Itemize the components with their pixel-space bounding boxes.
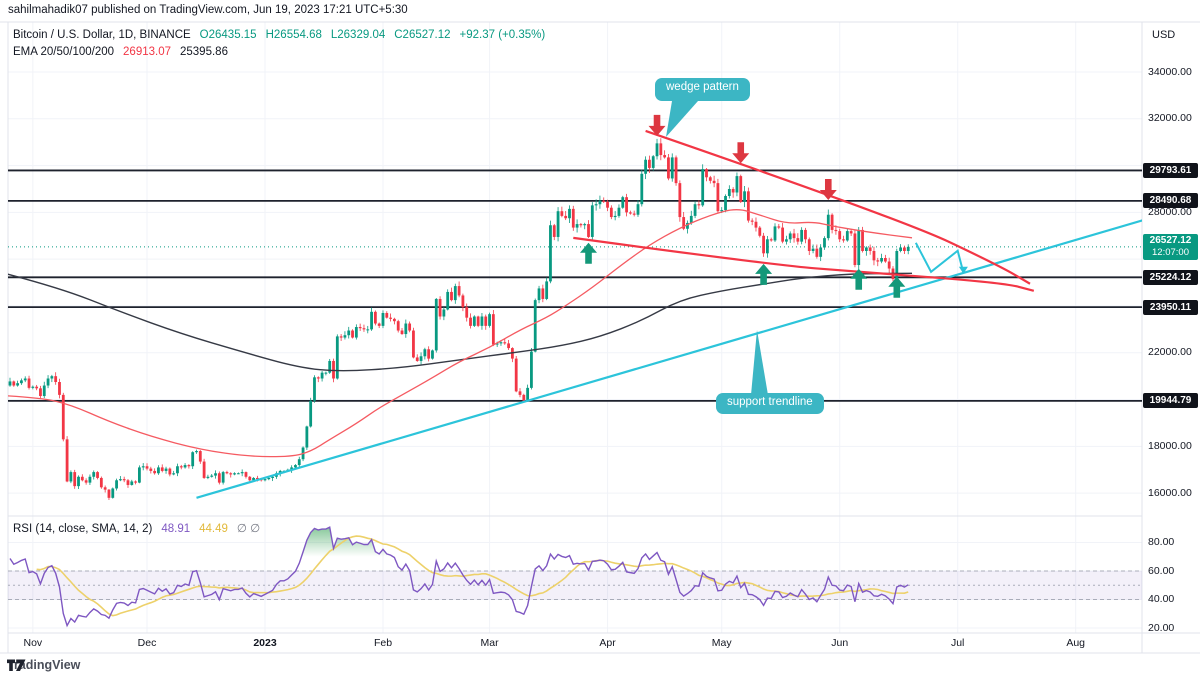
rsi-axis-tick[interactable]: 40.00	[1148, 593, 1175, 605]
symbol-title[interactable]: Bitcoin / U.S. Dollar, 1D, BINANCE	[13, 29, 191, 41]
signal-arrows	[580, 114, 906, 298]
rsi-label[interactable]: RSI (14, close, SMA, 14, 2)	[13, 523, 153, 535]
wedge-pattern-callout[interactable]: wedge pattern	[655, 78, 750, 101]
red-down-arrow[interactable]	[819, 178, 837, 200]
rsi-legend: RSI (14, close, SMA, 14, 2) 48.91 44.49 …	[13, 521, 260, 535]
rsi-axis-tick[interactable]: 80.00	[1148, 536, 1175, 548]
price-level-label: 23950.11	[1143, 299, 1198, 315]
price-axis-tick[interactable]: 22000.00	[1148, 346, 1192, 359]
price-axis-tick[interactable]: 32000.00	[1148, 112, 1192, 125]
tradingview-watermark[interactable]: TradingView	[7, 658, 80, 672]
candles	[8, 138, 910, 500]
wedge-lower-trendline	[573, 236, 1035, 292]
ema-legend: EMA 20/50/100/200 26913.07 25395.86	[13, 46, 228, 58]
time-axis-tick[interactable]: May	[711, 637, 732, 649]
ohlc-open: O26435.15	[199, 29, 257, 41]
time-axis-tick[interactable]: Aug	[1066, 637, 1086, 649]
rsi-line	[9, 526, 909, 628]
price-axis-tick[interactable]: 34000.00	[1148, 65, 1192, 78]
time-axis-tick[interactable]: Apr	[599, 637, 616, 649]
rsi-ma-value: 44.49	[199, 523, 228, 535]
wedge-upper-trendline	[645, 129, 1031, 285]
price-axis-currency: USD	[1152, 29, 1176, 41]
ohlc-high: H26554.68	[265, 29, 322, 41]
time-axis-tick[interactable]: Feb	[373, 637, 393, 649]
price-axis-tick[interactable]: 18000.00	[1148, 439, 1192, 452]
ema-value-black: 25395.86	[180, 46, 228, 58]
ema-50-line	[8, 209, 913, 458]
ema-200-line	[8, 272, 913, 372]
callout-tail	[666, 101, 698, 137]
support-trendline-callout[interactable]: support trendline	[716, 393, 824, 414]
red-down-arrow[interactable]	[648, 114, 666, 136]
horizontal-level-lines	[8, 169, 1142, 402]
time-axis-tick[interactable]: Jun	[831, 637, 849, 649]
price-level-label: 25224.12	[1143, 269, 1198, 285]
projection-zigzag-arrow	[914, 242, 965, 274]
ema-value-red: 26913.07	[123, 46, 171, 58]
price-axis-tick[interactable]: 28000.00	[1148, 205, 1192, 218]
tradingview-logo-icon	[7, 659, 26, 671]
callout-tail	[751, 330, 768, 395]
green-up-arrow[interactable]	[580, 242, 598, 264]
price-axis-tick[interactable]: 16000.00	[1148, 486, 1192, 499]
ohlc-low: L26329.04	[330, 29, 386, 41]
price-level-label: 19944.79	[1143, 393, 1198, 409]
last-price-label: 26527.12 12:07:00	[1143, 233, 1198, 260]
time-axis-tick[interactable]: 2023	[253, 637, 277, 649]
symbol-legend: Bitcoin / U.S. Dollar, 1D, BINANCE O2643…	[13, 29, 545, 41]
green-up-arrow[interactable]	[850, 268, 868, 290]
red-down-arrow[interactable]	[732, 142, 750, 164]
time-axis-tick[interactable]: Dec	[137, 637, 157, 649]
bar-countdown: 12:07:00	[1152, 246, 1189, 258]
rsi-value: 48.91	[161, 523, 191, 535]
gridlines	[8, 22, 1142, 633]
ohlc-change: +92.37 (+0.35%)	[459, 29, 546, 41]
support-trendline	[196, 219, 1142, 499]
price-level-label: 29793.61	[1143, 162, 1198, 178]
time-axis-tick[interactable]: Mar	[480, 637, 499, 649]
time-axis-tick[interactable]: Nov	[23, 637, 43, 649]
rsi-hidden-flags: ∅ ∅	[236, 523, 261, 535]
ema-label[interactable]: EMA 20/50/100/200	[13, 46, 115, 58]
last-price-value: 26527.12	[1149, 234, 1192, 246]
green-up-arrow[interactable]	[755, 263, 773, 285]
publish-header: sahilmahadik07 published on TradingView.…	[8, 4, 408, 16]
time-axis-tick[interactable]: Jul	[950, 637, 965, 649]
rsi-ma-line	[36, 535, 909, 617]
ohlc-close: C26527.12	[394, 29, 451, 41]
tradingview-brand-text: TradingView	[7, 658, 81, 672]
rsi-axis-tick[interactable]: 20.00	[1148, 621, 1175, 634]
green-up-arrow[interactable]	[888, 276, 906, 298]
rsi-axis-tick[interactable]: 60.00	[1148, 564, 1175, 577]
price-level-label: 28490.68	[1143, 193, 1198, 209]
pane-frame	[0, 21, 1200, 654]
rsi-pane	[8, 526, 1142, 628]
